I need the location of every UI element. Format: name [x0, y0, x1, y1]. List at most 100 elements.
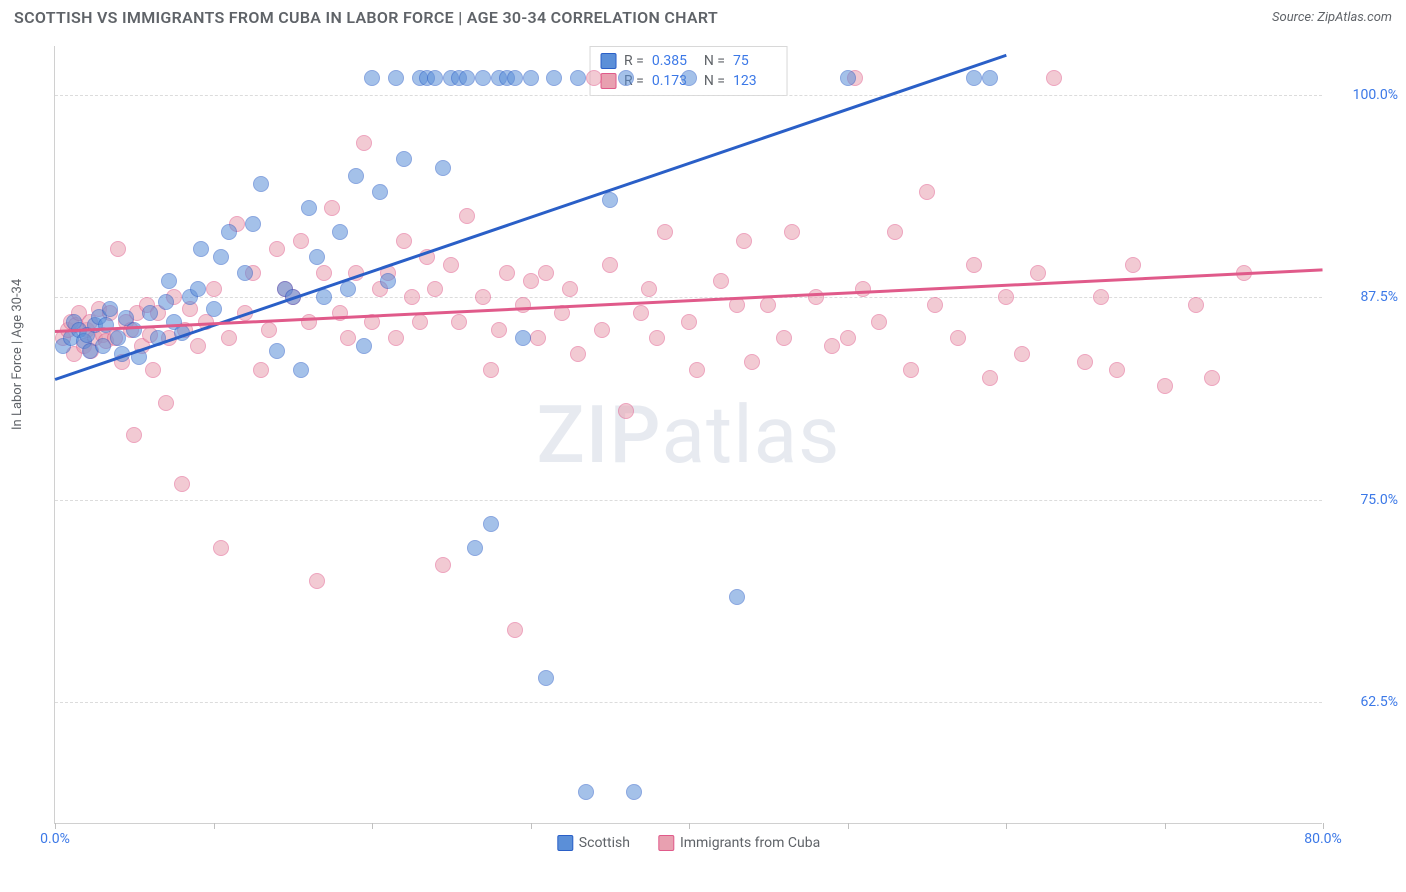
- legend-r-label: R =: [624, 53, 644, 69]
- y-tick-label: 100.0%: [1353, 87, 1398, 103]
- data-point: [221, 330, 237, 346]
- legend-swatch-scottish: [600, 53, 616, 69]
- data-point: [253, 176, 269, 192]
- data-point: [546, 70, 562, 86]
- data-point: [570, 346, 586, 362]
- data-point: [776, 330, 792, 346]
- data-point: [950, 330, 966, 346]
- data-point: [633, 305, 649, 321]
- data-point: [95, 338, 111, 354]
- chart-title: SCOTTISH VS IMMIGRANTS FROM CUBA IN LABO…: [14, 8, 718, 27]
- data-point: [530, 330, 546, 346]
- data-point: [824, 338, 840, 354]
- data-point: [1077, 354, 1093, 370]
- y-tick-label: 75.0%: [1360, 492, 1398, 508]
- legend-label-cuba: Immigrants from Cuba: [680, 835, 820, 851]
- y-axis-label: In Labor Force | Age 30-34: [10, 279, 25, 430]
- legend-item-scottish: Scottish: [557, 835, 630, 851]
- data-point: [190, 281, 206, 297]
- data-point: [618, 403, 634, 419]
- data-point: [713, 273, 729, 289]
- data-point: [626, 784, 642, 800]
- watermark-zip: ZIP: [537, 388, 662, 482]
- x-tick: [55, 823, 56, 829]
- data-point: [602, 257, 618, 273]
- data-point: [966, 70, 982, 86]
- data-point: [372, 184, 388, 200]
- legend-label-scottish: Scottish: [579, 835, 630, 851]
- data-point: [483, 516, 499, 532]
- data-point: [1046, 70, 1062, 86]
- data-point: [681, 70, 697, 86]
- data-point: [435, 557, 451, 573]
- data-point: [570, 70, 586, 86]
- y-tick-label: 62.5%: [1360, 694, 1398, 710]
- data-point: [459, 70, 475, 86]
- data-point: [602, 192, 618, 208]
- data-point: [380, 273, 396, 289]
- data-point: [316, 289, 332, 305]
- data-point: [641, 281, 657, 297]
- data-point: [316, 265, 332, 281]
- data-point: [1188, 297, 1204, 313]
- title-bar: SCOTTISH VS IMMIGRANTS FROM CUBA IN LABO…: [0, 0, 1406, 35]
- data-point: [221, 224, 237, 240]
- data-point: [1030, 265, 1046, 281]
- data-point: [523, 273, 539, 289]
- data-point: [253, 362, 269, 378]
- data-point: [483, 362, 499, 378]
- data-point: [356, 338, 372, 354]
- data-point: [499, 265, 515, 281]
- grid-line: [55, 500, 1322, 501]
- data-point: [388, 70, 404, 86]
- x-tick: [372, 823, 373, 829]
- data-point: [1014, 346, 1030, 362]
- data-point: [855, 281, 871, 297]
- data-point: [309, 573, 325, 589]
- data-point: [245, 216, 261, 232]
- data-point: [760, 297, 776, 313]
- data-point: [332, 305, 348, 321]
- data-point: [808, 289, 824, 305]
- watermark-atlas: atlas: [662, 388, 841, 482]
- data-point: [404, 289, 420, 305]
- grid-line: [55, 702, 1322, 703]
- data-point: [161, 273, 177, 289]
- x-tick: [689, 823, 690, 829]
- x-tick: [531, 823, 532, 829]
- y-tick-label: 87.5%: [1360, 289, 1398, 305]
- data-point: [919, 184, 935, 200]
- data-point: [190, 338, 206, 354]
- data-point: [618, 70, 634, 86]
- data-point: [145, 362, 161, 378]
- legend-n-label: N =: [704, 53, 725, 69]
- data-point: [340, 281, 356, 297]
- data-point: [475, 289, 491, 305]
- legend-n-value-scottish: 75: [733, 53, 777, 69]
- data-point: [578, 784, 594, 800]
- data-point: [213, 249, 229, 265]
- data-point: [309, 249, 325, 265]
- data-point: [729, 297, 745, 313]
- correlation-chart: SCOTTISH VS IMMIGRANTS FROM CUBA IN LABO…: [0, 0, 1406, 892]
- legend-item-cuba: Immigrants from Cuba: [658, 835, 820, 851]
- data-point: [348, 168, 364, 184]
- x-tick: [1006, 823, 1007, 829]
- data-point: [158, 294, 174, 310]
- data-point: [293, 233, 309, 249]
- data-point: [681, 314, 697, 330]
- data-point: [98, 317, 114, 333]
- data-point: [689, 362, 705, 378]
- data-point: [927, 297, 943, 313]
- data-point: [206, 281, 222, 297]
- data-point: [840, 330, 856, 346]
- data-point: [213, 540, 229, 556]
- data-point: [507, 70, 523, 86]
- data-point: [396, 233, 412, 249]
- data-point: [451, 314, 467, 330]
- legend-swatch-cuba: [658, 835, 674, 851]
- data-point: [966, 257, 982, 273]
- data-point: [293, 362, 309, 378]
- data-point: [269, 241, 285, 257]
- x-tick: [214, 823, 215, 829]
